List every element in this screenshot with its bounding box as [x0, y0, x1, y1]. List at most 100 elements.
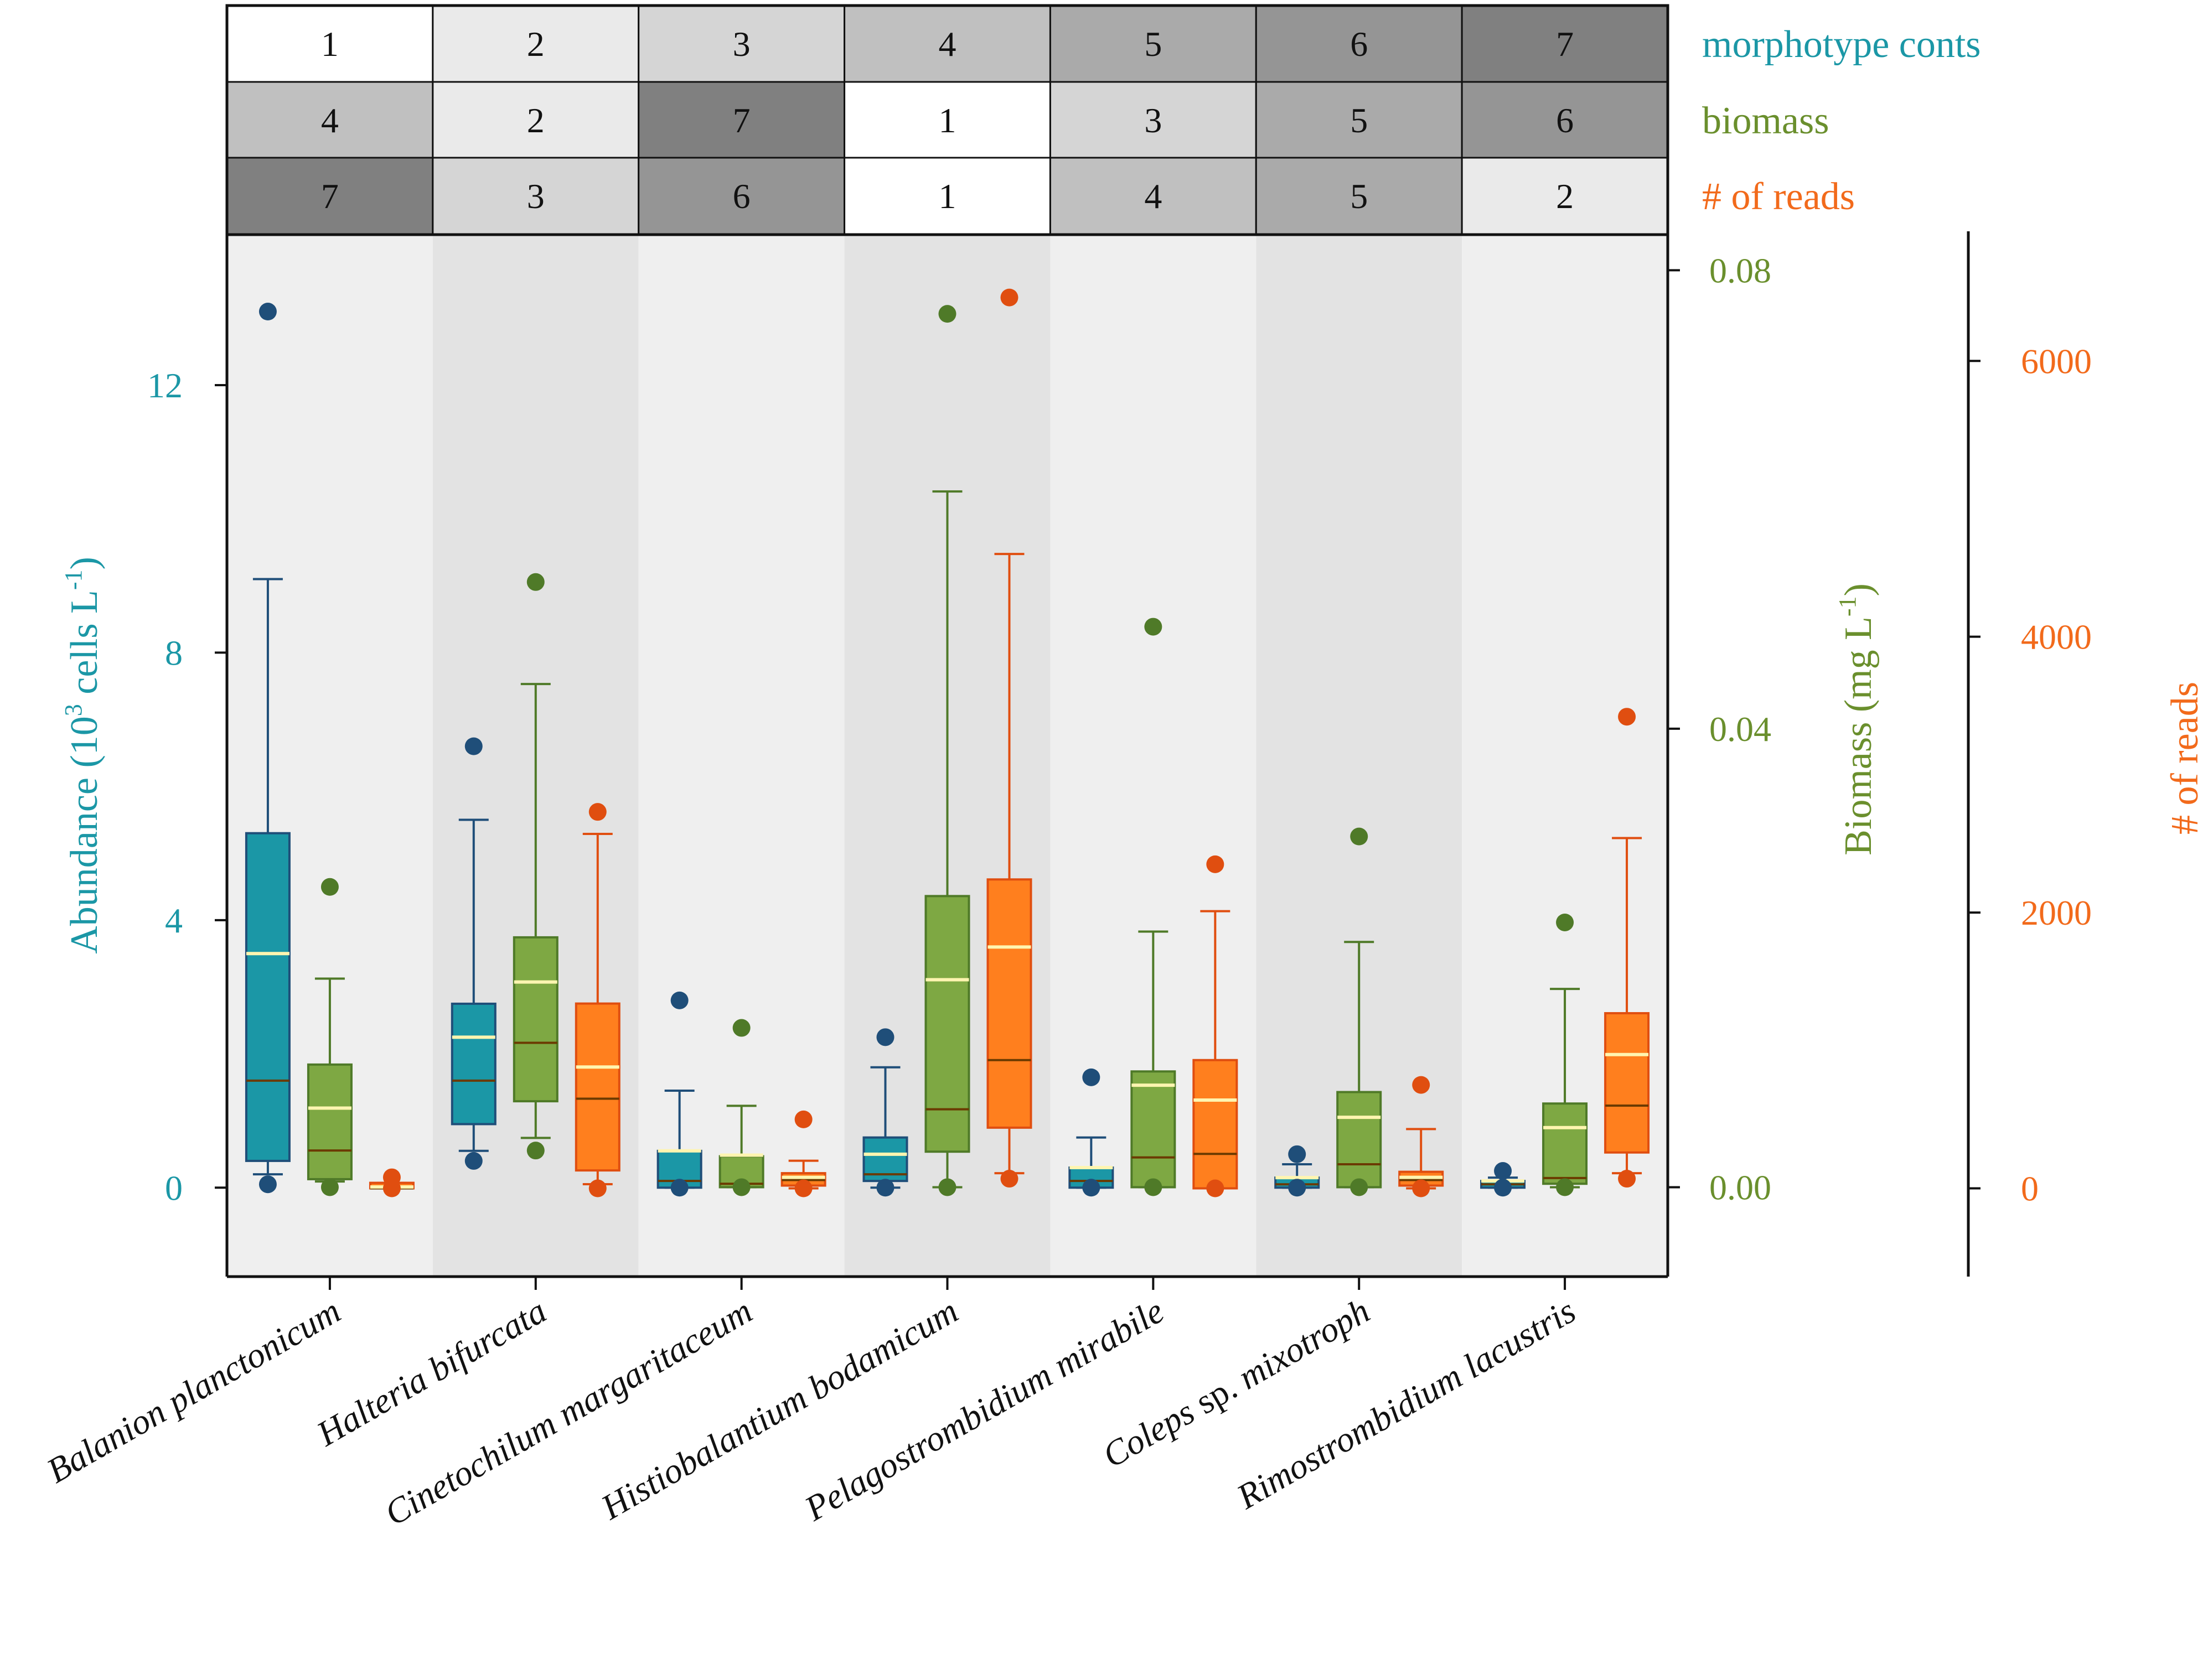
axis-title-superscript: -1 — [1834, 597, 1861, 617]
rank-cell — [844, 157, 1051, 235]
outlier-point — [794, 1110, 813, 1128]
abundance-tick-label: 12 — [147, 366, 183, 405]
box-group — [1068, 1068, 1114, 1197]
category-label-italic: Balanion planctonicum — [40, 1291, 347, 1491]
rank-value: 2 — [527, 101, 545, 140]
rank-cell — [432, 81, 640, 159]
abundance-axis-title: Abundance (103 cells L-1) — [60, 557, 106, 954]
outlier-point — [1000, 288, 1018, 307]
box — [1542, 1102, 1588, 1185]
rank-value: 3 — [733, 24, 751, 64]
outlier-point — [526, 1142, 545, 1160]
box — [245, 832, 291, 1162]
box-group — [656, 991, 702, 1197]
box — [924, 895, 970, 1153]
rank-row-label: biomass — [1702, 100, 1829, 142]
rank-table-border — [225, 4, 1669, 236]
outlier-point — [1618, 1170, 1636, 1188]
category-band — [638, 231, 845, 1277]
outlier-point — [1556, 913, 1574, 931]
rank-cell — [1049, 4, 1257, 83]
biomass-axis-title: Biomass (mg L-1) — [1834, 583, 1880, 855]
category-label-italic: Cinetochilum margaritaceum — [378, 1291, 759, 1533]
outlier-point — [938, 305, 956, 323]
outlier-point — [938, 1178, 956, 1196]
rank-value: 4 — [939, 24, 956, 64]
rank-value: 6 — [733, 177, 751, 216]
box-group — [1398, 1076, 1444, 1197]
box — [513, 936, 559, 1103]
abundance-tick-label: 4 — [165, 901, 183, 940]
outlier-point — [732, 1019, 751, 1037]
outlier-point — [1350, 1178, 1368, 1196]
rank-cell — [1049, 81, 1257, 159]
box-group — [1130, 618, 1176, 1196]
rank-value: 4 — [321, 101, 339, 140]
rank-table-row-labels: morphotype conts biomass # of reads — [1702, 23, 1981, 218]
outlier-point — [876, 1028, 894, 1046]
outlier-point — [258, 303, 277, 321]
box-group — [307, 878, 353, 1196]
outlier-point — [670, 1179, 689, 1197]
rank-row-label: # of reads — [1702, 175, 1855, 218]
outlier-point — [526, 573, 545, 591]
outlier-point — [1288, 1145, 1306, 1163]
rank-value: 2 — [527, 24, 545, 64]
biomass-tick-label: 0.04 — [1709, 709, 1771, 749]
category-label: Rimostrombidium lacustris — [1230, 1291, 1582, 1517]
rank-value: 1 — [939, 177, 956, 216]
rank-value: 5 — [1350, 101, 1368, 140]
rank-value: 6 — [1350, 24, 1368, 64]
rank-value: 5 — [1144, 24, 1162, 64]
reads-tick-label: 6000 — [2021, 341, 2092, 381]
box-group — [1480, 1162, 1526, 1197]
box-group — [986, 288, 1032, 1188]
rank-value: 3 — [1144, 101, 1162, 140]
rank-cell — [844, 81, 1051, 159]
rank-value: 4 — [1144, 177, 1162, 216]
box-group — [1336, 827, 1382, 1196]
rank-value: 1 — [321, 24, 339, 64]
box — [575, 1002, 620, 1172]
axis-title-superscript: 3 — [60, 704, 87, 716]
outlier-point — [464, 737, 483, 755]
box-group — [1542, 913, 1588, 1196]
axis-titles: Abundance (103 cells L-1)Biomass (mg L-1… — [60, 557, 2206, 954]
rank-value: 7 — [321, 177, 339, 216]
axis-title-part: Biomass (mg L — [1837, 616, 1880, 855]
axis-title-part: ) — [63, 557, 106, 569]
box-group — [1274, 1145, 1320, 1197]
reads-tick-label: 0 — [2021, 1169, 2039, 1209]
category-label-italic: Pelagostrombidium mirabile — [798, 1291, 1170, 1529]
biomass-tick-label: 0.08 — [1709, 251, 1771, 290]
outlier-point — [320, 1178, 339, 1196]
axis-title-part: cells L — [63, 590, 106, 704]
rank-cell — [226, 81, 434, 159]
box-group — [924, 305, 970, 1196]
outlier-point — [1618, 708, 1636, 726]
rank-value: 7 — [733, 101, 751, 140]
reads-axis-title: # of reads — [2164, 682, 2206, 834]
outlier-point — [732, 1178, 751, 1196]
rank-cell — [1255, 81, 1463, 159]
outlier-point — [320, 878, 339, 896]
rank-value: 5 — [1350, 177, 1368, 216]
outlier-point — [1350, 827, 1368, 846]
outlier-point — [1000, 1170, 1018, 1188]
rank-value: 1 — [939, 101, 956, 140]
outlier-point — [1412, 1179, 1430, 1197]
outlier-point — [1206, 1179, 1224, 1197]
box-group — [1192, 855, 1238, 1197]
rank-value: 3 — [527, 177, 545, 216]
rank-value: 6 — [1556, 101, 1574, 140]
axis-title-part: ) — [1837, 583, 1880, 596]
outlier-point — [464, 1152, 483, 1170]
outlier-point — [1494, 1162, 1512, 1180]
category-label: Cinetochilum margaritaceum — [378, 1291, 759, 1533]
outlier-point — [382, 1179, 401, 1197]
outlier-point — [1556, 1178, 1574, 1196]
rank-cell — [226, 157, 434, 235]
box-group — [780, 1110, 826, 1197]
axis-title-superscript: -1 — [60, 570, 87, 590]
